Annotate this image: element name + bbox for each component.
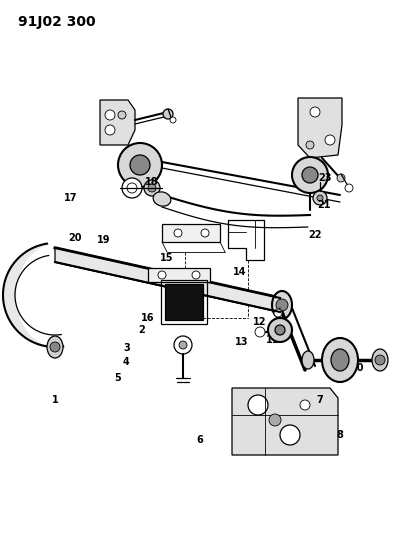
Circle shape bbox=[163, 109, 173, 119]
Circle shape bbox=[255, 327, 265, 337]
Ellipse shape bbox=[153, 192, 171, 206]
Circle shape bbox=[105, 110, 115, 120]
Circle shape bbox=[201, 229, 209, 237]
Text: 4: 4 bbox=[123, 357, 130, 367]
Circle shape bbox=[306, 141, 314, 149]
Circle shape bbox=[300, 400, 310, 410]
Circle shape bbox=[174, 336, 192, 354]
Text: 20: 20 bbox=[68, 233, 82, 243]
Circle shape bbox=[280, 425, 300, 445]
Circle shape bbox=[274, 309, 282, 317]
Polygon shape bbox=[232, 388, 338, 455]
Text: 1: 1 bbox=[52, 395, 59, 405]
Circle shape bbox=[174, 229, 182, 237]
Circle shape bbox=[170, 117, 176, 123]
Circle shape bbox=[292, 157, 328, 193]
Circle shape bbox=[122, 178, 142, 198]
Text: 17: 17 bbox=[64, 193, 78, 203]
Circle shape bbox=[144, 180, 160, 196]
Circle shape bbox=[337, 174, 345, 182]
Text: 3: 3 bbox=[124, 343, 130, 353]
Bar bbox=[148, 268, 210, 282]
Circle shape bbox=[317, 195, 323, 201]
Circle shape bbox=[325, 135, 335, 145]
Circle shape bbox=[375, 355, 385, 365]
Circle shape bbox=[105, 125, 115, 135]
Text: 21: 21 bbox=[317, 200, 331, 210]
Ellipse shape bbox=[47, 336, 63, 358]
Circle shape bbox=[179, 341, 187, 349]
Text: 5: 5 bbox=[115, 373, 122, 383]
Circle shape bbox=[192, 271, 200, 279]
Text: 11: 11 bbox=[266, 335, 280, 345]
Circle shape bbox=[118, 111, 126, 119]
Circle shape bbox=[148, 184, 156, 192]
Circle shape bbox=[130, 155, 150, 175]
Circle shape bbox=[269, 414, 281, 426]
Text: 18: 18 bbox=[145, 177, 159, 187]
Text: 10: 10 bbox=[351, 363, 365, 373]
Text: 16: 16 bbox=[141, 313, 155, 323]
Circle shape bbox=[313, 191, 327, 205]
Circle shape bbox=[158, 271, 166, 279]
Polygon shape bbox=[100, 100, 135, 145]
Bar bbox=[162, 224, 220, 242]
Circle shape bbox=[248, 395, 268, 415]
Ellipse shape bbox=[372, 349, 388, 371]
Ellipse shape bbox=[302, 351, 314, 369]
Circle shape bbox=[127, 183, 137, 193]
Polygon shape bbox=[55, 248, 280, 312]
Circle shape bbox=[345, 184, 353, 192]
Circle shape bbox=[118, 143, 162, 187]
Text: 8: 8 bbox=[336, 430, 343, 440]
Text: 15: 15 bbox=[160, 253, 174, 263]
Circle shape bbox=[302, 167, 318, 183]
Circle shape bbox=[310, 107, 320, 117]
Ellipse shape bbox=[268, 318, 292, 342]
Text: 13: 13 bbox=[235, 337, 249, 347]
Ellipse shape bbox=[272, 291, 292, 319]
Ellipse shape bbox=[275, 325, 285, 335]
Ellipse shape bbox=[322, 338, 358, 382]
Text: 2: 2 bbox=[139, 325, 146, 335]
Polygon shape bbox=[298, 98, 342, 158]
Text: 6: 6 bbox=[196, 435, 203, 445]
Circle shape bbox=[276, 299, 288, 311]
Bar bbox=[165, 284, 203, 320]
Circle shape bbox=[50, 342, 60, 352]
Ellipse shape bbox=[331, 349, 349, 371]
Text: 7: 7 bbox=[317, 395, 323, 405]
Text: 9: 9 bbox=[327, 343, 333, 353]
Text: 19: 19 bbox=[97, 235, 111, 245]
Text: 91J02 300: 91J02 300 bbox=[18, 15, 95, 29]
Text: 22: 22 bbox=[308, 230, 322, 240]
Text: 23: 23 bbox=[318, 173, 332, 183]
Text: 12: 12 bbox=[253, 317, 267, 327]
Text: 14: 14 bbox=[233, 267, 247, 277]
Bar bbox=[161, 280, 207, 324]
